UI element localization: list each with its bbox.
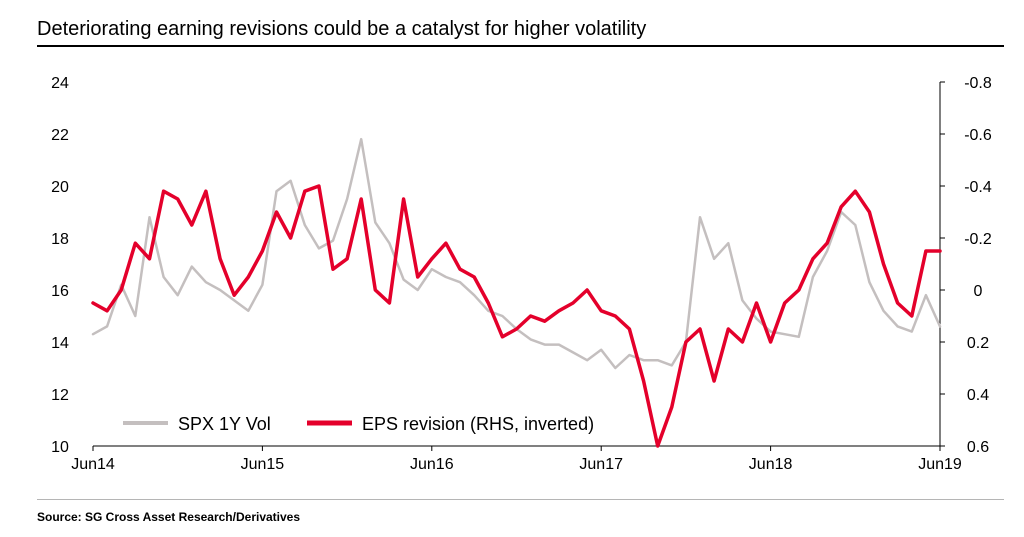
left-y-tick-label: 16	[51, 283, 69, 300]
chart-canvas: Jun14 Jun15 Jun16 Jun17 Jun18 Jun19 101214161…	[51, 75, 992, 473]
left-y-tick-label: 18	[51, 231, 69, 248]
legend-label-spx: SPX 1Y Vol	[178, 414, 271, 434]
left-y-tick-label: 12	[51, 387, 69, 404]
right-y-tick-label: 0.4	[967, 387, 989, 404]
x-tick-label: Jun14	[71, 456, 115, 473]
left-y-tick-label: 10	[51, 439, 69, 456]
left-y-tick-label: 14	[51, 335, 69, 352]
chart-title: Deteriorating earning revisions could be…	[37, 18, 647, 40]
source-divider	[37, 499, 1004, 500]
eps-revision-line	[91, 184, 942, 448]
right-y-tick-label: -0.8	[964, 75, 992, 92]
source-note: Source: SG Cross Asset Research/Derivati…	[37, 510, 301, 524]
right-y-tick-label: 0	[974, 283, 983, 300]
left-y-tick-label: 20	[51, 179, 69, 196]
x-axis: Jun14 Jun15 Jun16 Jun17 Jun18 Jun19	[71, 445, 962, 473]
series-lines	[91, 137, 942, 448]
left-y-tick-label: 22	[51, 127, 69, 144]
title-divider	[37, 45, 1004, 47]
right-y-axis: 0.6 0.4 0.2 0 -0.2 -0.4 -0.6 -0.8	[939, 75, 992, 456]
legend: SPX 1Y Vol EPS revision (RHS, inverted)	[123, 414, 594, 434]
legend-label-eps: EPS revision (RHS, inverted)	[362, 414, 594, 434]
x-tick-label: Jun17	[579, 456, 623, 473]
left-y-tick-label: 24	[51, 75, 69, 92]
x-tick-label: Jun18	[749, 456, 793, 473]
right-y-tick-label: 0.2	[967, 335, 989, 352]
left-y-axis: 10 12 14 16 18 20 22 24	[51, 75, 69, 456]
right-y-tick-label: -0.6	[964, 127, 992, 144]
right-y-tick-label: -0.4	[964, 179, 992, 196]
x-tick-label: Jun19	[918, 456, 962, 473]
x-tick-label: Jun16	[410, 456, 454, 473]
right-y-tick-label: -0.2	[964, 231, 992, 248]
x-tick-label: Jun15	[241, 456, 285, 473]
right-y-tick-label: 0.6	[967, 439, 989, 456]
